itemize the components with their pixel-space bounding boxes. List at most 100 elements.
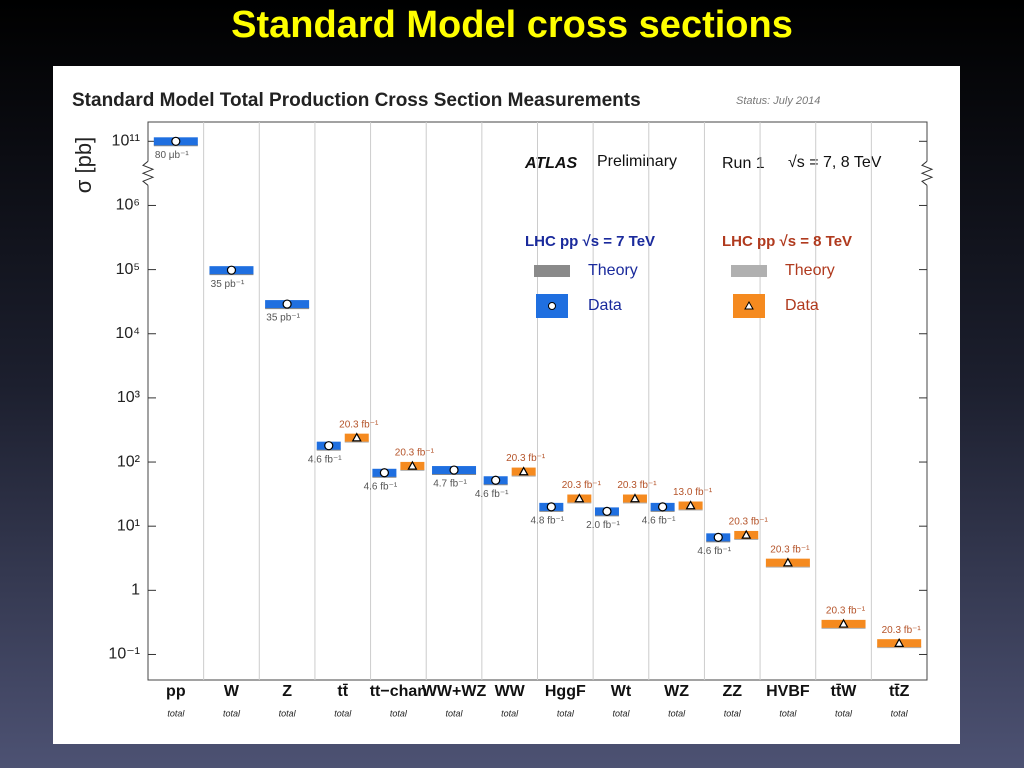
y-axis-label: σ [pb] <box>71 137 96 193</box>
lumi-label: 20.3 fb⁻¹ <box>395 448 435 459</box>
lumi-label: 13.0 fb⁻¹ <box>673 487 713 498</box>
data-point <box>782 557 793 567</box>
axis-break-gap <box>923 161 931 186</box>
x-sublabel: total <box>501 708 519 718</box>
lumi-label: 20.3 fb⁻¹ <box>617 480 657 491</box>
x-sublabel: total <box>446 708 464 718</box>
chart: Standard Model Total Production Cross Se… <box>53 66 960 744</box>
data-point <box>838 618 849 628</box>
x-tick-label: pp <box>166 683 186 700</box>
legend-theory-swatch <box>534 265 570 277</box>
x-tick-label: tt̄ <box>337 682 348 700</box>
status: Status: July 2014 <box>736 95 820 107</box>
x-tick-label: HggF <box>545 683 586 700</box>
x-sublabel: total <box>334 708 352 718</box>
x-sublabel: total <box>279 708 297 718</box>
data-point <box>602 506 612 517</box>
data-point <box>658 502 668 512</box>
legend-theory: Theory <box>785 262 835 279</box>
y-tick-label: 10⁶ <box>116 197 140 214</box>
lumi-label: 20.3 fb⁻¹ <box>770 544 810 555</box>
lumi-label: 4.8 fb⁻¹ <box>531 516 565 527</box>
lumi-label: 4.6 fb⁻¹ <box>642 516 676 527</box>
lumi-label: 2.0 fb⁻¹ <box>586 520 620 531</box>
y-tick-label: 10³ <box>117 389 141 406</box>
axis-break-gap <box>144 161 152 186</box>
data-point <box>351 432 362 442</box>
energy: √s = 7, 8 TeV <box>788 154 882 171</box>
lumi-label: 4.6 fb⁻¹ <box>364 481 398 492</box>
lumi-label: 20.3 fb⁻¹ <box>882 625 922 636</box>
x-sublabel: total <box>835 708 853 718</box>
data-point <box>171 136 181 146</box>
data-point <box>894 637 905 647</box>
x-sublabel: total <box>390 708 408 718</box>
data-point <box>741 529 752 539</box>
slide-title: Standard Model cross sections <box>231 4 793 46</box>
x-tick-label: HVBF <box>766 683 810 700</box>
lumi-label: 20.3 fb⁻¹ <box>562 480 602 491</box>
axis-break <box>920 160 934 186</box>
lumi-label: 20.3 fb⁻¹ <box>729 517 769 528</box>
x-sublabel: total <box>668 708 686 718</box>
y-tick-label: 10⁻¹ <box>108 646 140 663</box>
x-tick-label: WZ <box>664 683 689 700</box>
data-point <box>449 465 459 475</box>
data-point <box>629 493 640 503</box>
x-sublabel: total <box>612 708 630 718</box>
x-tick-label: WW <box>495 683 526 700</box>
x-sublabel: total <box>891 708 909 718</box>
x-tick-label: ZZ <box>722 683 742 700</box>
data-point <box>407 460 418 470</box>
lumi-label: 35 pb⁻¹ <box>266 313 300 324</box>
x-sublabel: total <box>223 708 241 718</box>
y-tick-label: 10⁵ <box>116 261 140 278</box>
x-tick-label: tt−chan <box>370 683 427 700</box>
data-point <box>226 265 237 275</box>
legend-marker <box>548 302 556 310</box>
y-tick-label: 10² <box>117 453 141 470</box>
x-tick-label: tt̄W <box>831 682 858 700</box>
y-tick-label: 10⁴ <box>115 325 140 342</box>
lumi-label: 35 pb⁻¹ <box>211 279 245 290</box>
lumi-label: 20.3 fb⁻¹ <box>506 453 546 464</box>
lumi-label: 4.6 fb⁻¹ <box>697 546 731 557</box>
data-point <box>713 532 723 542</box>
legend-header: LHC pp √s = 7 TeV <box>525 233 655 250</box>
x-tick-label: tt̄Z <box>889 682 910 700</box>
x-sublabel: total <box>557 708 575 718</box>
data-point <box>282 299 292 309</box>
lumi-label: 4.6 fb⁻¹ <box>308 454 342 465</box>
data-point <box>518 466 529 476</box>
data-point <box>574 493 585 503</box>
legend-data: Data <box>588 297 622 314</box>
y-tick-label: 1 <box>131 582 140 599</box>
x-sublabel: total <box>167 708 185 718</box>
data-point <box>685 500 696 510</box>
legend-theory: Theory <box>588 262 638 279</box>
data-point <box>324 441 334 451</box>
lumi-label: 20.3 fb⁻¹ <box>826 606 866 617</box>
data-point <box>546 502 556 512</box>
data-point <box>379 468 389 478</box>
lumi-label: 4.7 fb⁻¹ <box>433 479 467 490</box>
run: Run 1 <box>722 155 765 172</box>
x-tick-label: Z <box>282 683 292 700</box>
lumi-label: 80 μb⁻¹ <box>155 150 190 161</box>
chart-panel <box>53 66 960 744</box>
y-tick-label: 10¹ <box>117 517 140 534</box>
data-point <box>491 475 501 485</box>
x-sublabel: total <box>724 708 742 718</box>
legend-theory-swatch <box>731 265 767 277</box>
x-sublabel: total <box>779 708 797 718</box>
legend-data: Data <box>785 297 819 314</box>
chart-title: Standard Model Total Production Cross Se… <box>72 90 641 111</box>
x-tick-label: Wt <box>611 683 632 700</box>
stage: Preliminary <box>597 153 677 170</box>
lumi-label: 4.6 fb⁻¹ <box>475 489 509 500</box>
legend-marker <box>744 300 754 310</box>
x-tick-label: WW+WZ <box>422 683 487 700</box>
y-tick-label: 10¹¹ <box>112 133 140 150</box>
axis-break <box>141 160 155 186</box>
